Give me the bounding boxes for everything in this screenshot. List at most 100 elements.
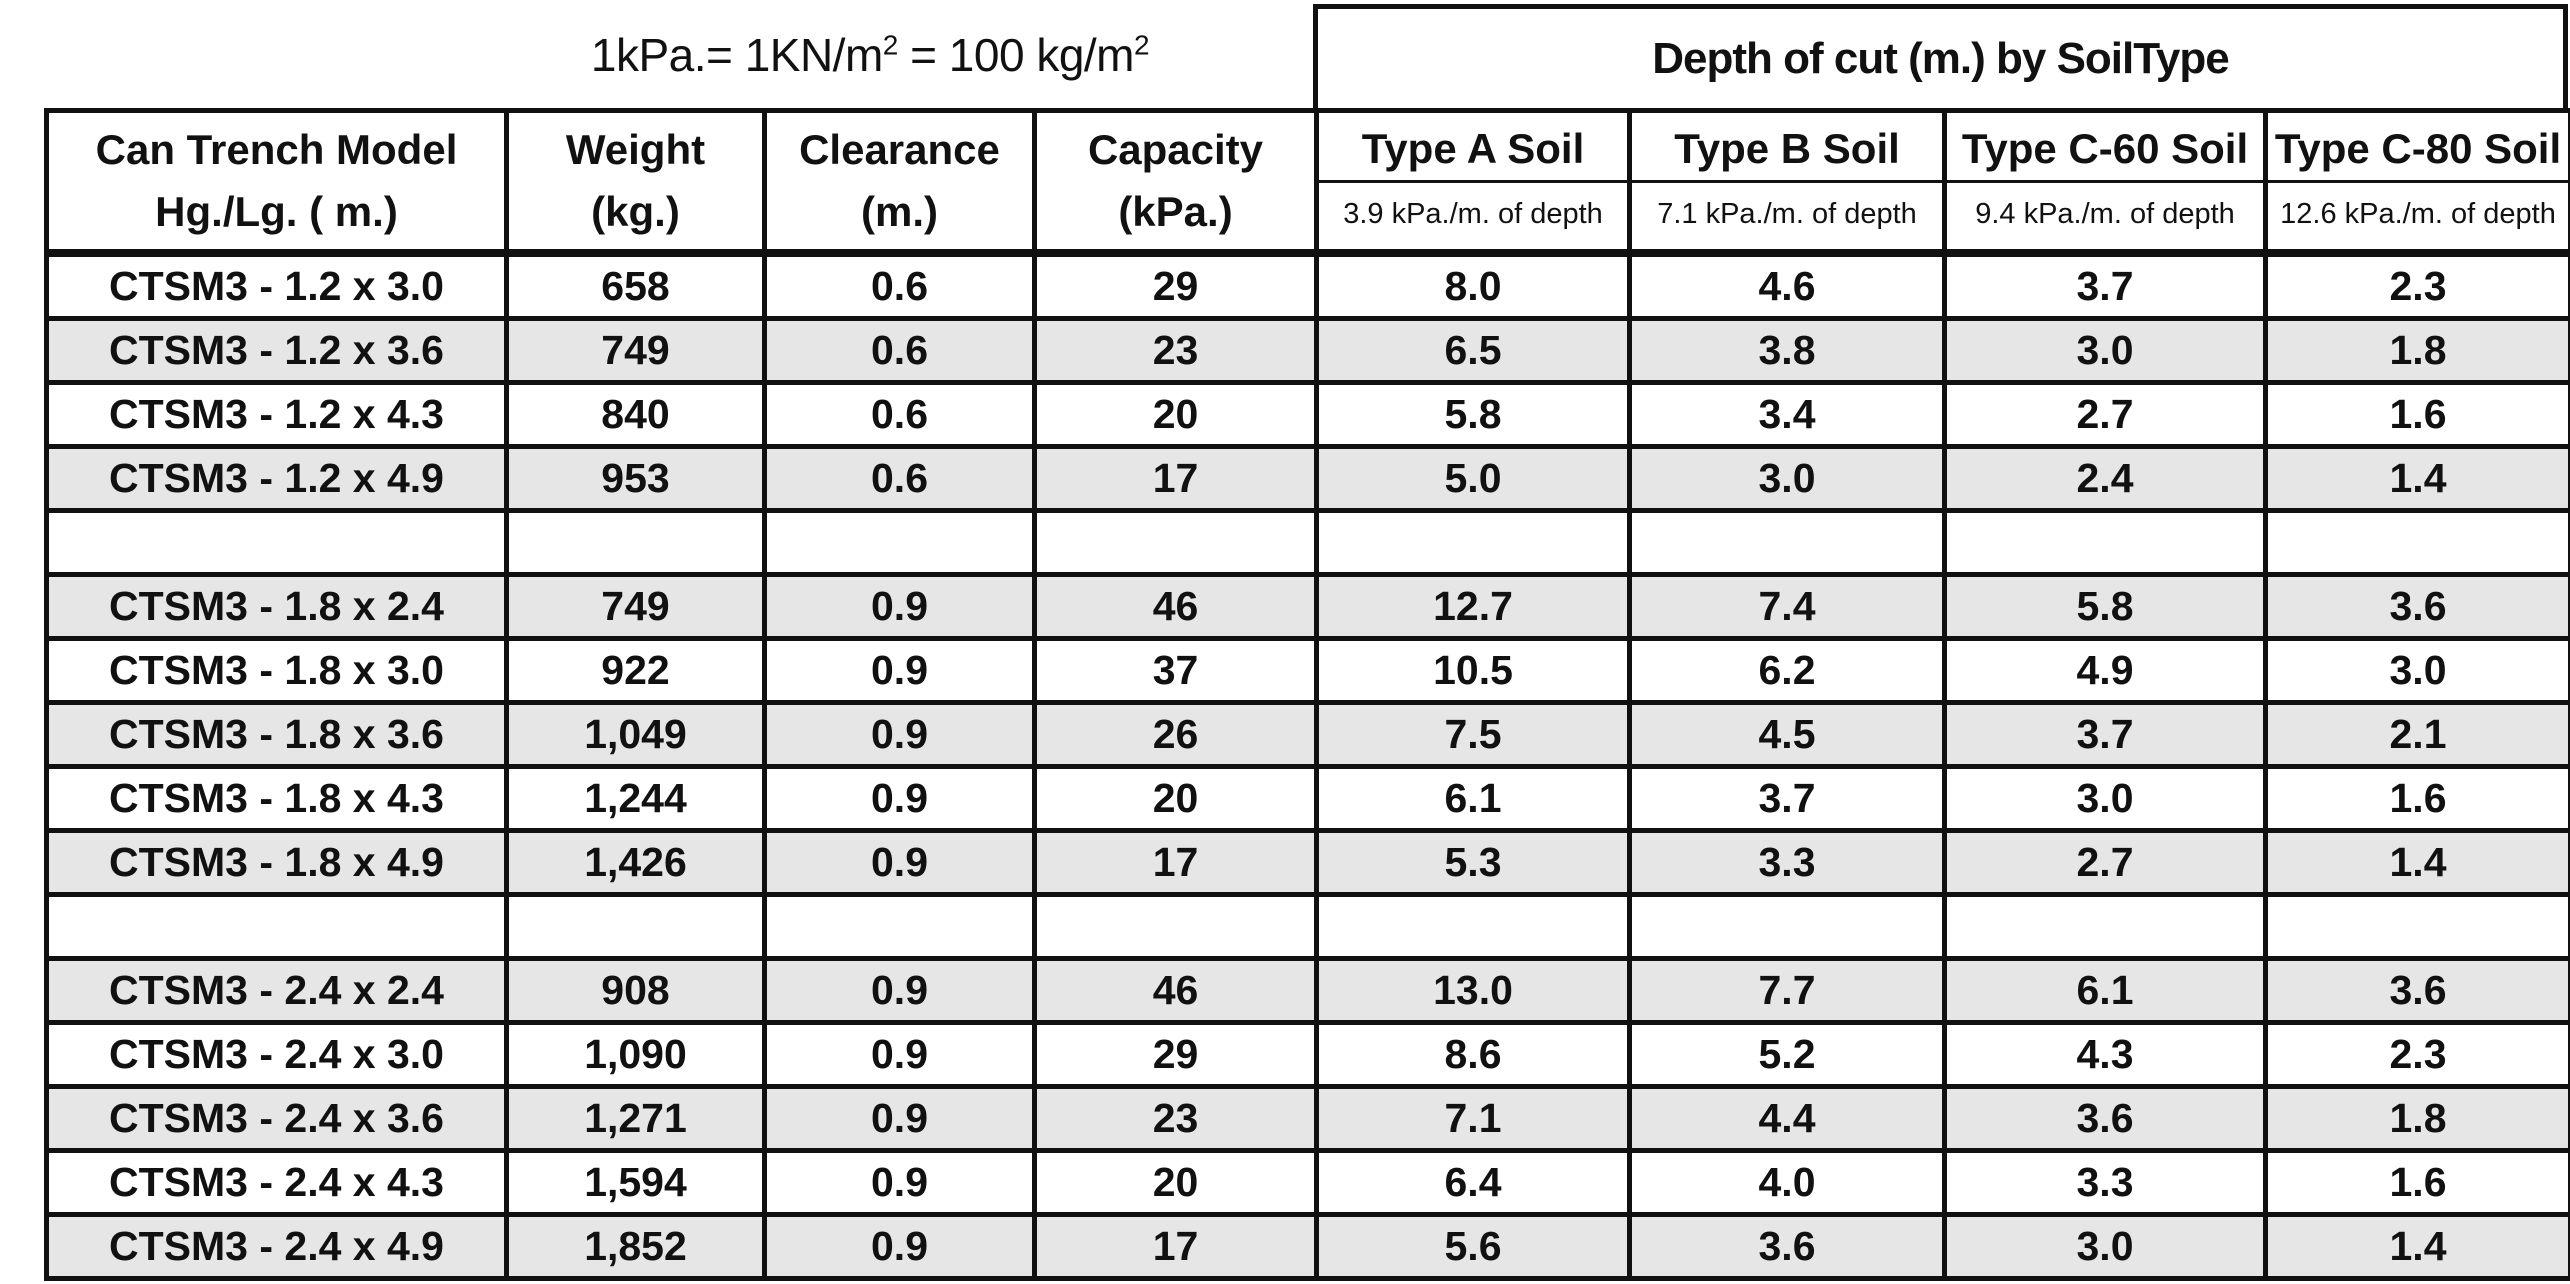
value-cell: 0.9	[762, 1148, 1037, 1217]
column-header: Can Trench Model Hg./Lg. ( m.)	[44, 108, 509, 256]
value-cell: 5.8	[1314, 380, 1632, 449]
spacer-row	[44, 892, 2570, 961]
value-cell: 7.1	[1314, 1084, 1632, 1153]
table-row: CTSM3 - 2.4 x 3.6 1,271 0.9 23 7.1 4.4 3.6 1.8	[44, 1084, 2570, 1153]
empty-cell	[1942, 892, 2268, 961]
value-cell: 3.3	[1627, 828, 1947, 897]
value-cell: 1,271	[504, 1084, 767, 1153]
value-cell: 3.7	[1942, 700, 2268, 769]
value-cell: 6.4	[1314, 1148, 1632, 1217]
model-cell: CTSM3 - 2.4 x 3.6	[44, 1084, 509, 1153]
column-header-unit: (m.)	[861, 188, 938, 235]
table-row: CTSM3 - 2.4 x 3.0 1,090 0.9 29 8.6 5.2 4.3 2.3	[44, 1020, 2570, 1089]
value-cell: 922	[504, 636, 767, 705]
model-cell: CTSM3 - 1.8 x 2.4	[44, 572, 509, 641]
value-cell: 23	[1032, 316, 1319, 385]
value-cell: 7.5	[1314, 700, 1632, 769]
value-cell: 1,049	[504, 700, 767, 769]
table-row: CTSM3 - 1.2 x 3.0 658 0.6 29 8.0 4.6 3.7 2.3	[44, 250, 2570, 321]
column-header: Type B Soil 7.1 kPa./m. of depth	[1627, 108, 1947, 256]
value-cell: 1.4	[2263, 444, 2570, 513]
value-cell: 17	[1032, 444, 1319, 513]
value-cell: 1,244	[504, 764, 767, 833]
value-cell: 3.8	[1627, 316, 1947, 385]
value-cell: 0.9	[762, 828, 1037, 897]
value-cell: 749	[504, 572, 767, 641]
model-cell: CTSM3 - 1.2 x 3.6	[44, 316, 509, 385]
value-cell: 6.2	[1627, 636, 1947, 705]
value-cell: 749	[504, 316, 767, 385]
column-header: Weight (kg.)	[504, 108, 767, 256]
value-cell: 1,090	[504, 1020, 767, 1089]
value-cell: 0.9	[762, 700, 1037, 769]
value-cell: 0.9	[762, 1020, 1037, 1089]
column-header-title: Capacity	[1087, 126, 1264, 173]
value-cell: 3.0	[1942, 1212, 2268, 1281]
value-cell: 5.2	[1627, 1020, 1947, 1089]
value-cell: 17	[1032, 1212, 1319, 1281]
value-cell: 1.8	[2263, 1084, 2570, 1153]
model-cell: CTSM3 - 1.8 x 3.6	[44, 700, 509, 769]
empty-cell	[1627, 508, 1947, 577]
value-cell: 5.0	[1314, 444, 1632, 513]
value-cell: 0.9	[762, 764, 1037, 833]
value-cell: 29	[1032, 1020, 1319, 1089]
model-cell: CTSM3 - 2.4 x 4.9	[44, 1212, 509, 1281]
value-cell: 0.9	[762, 636, 1037, 705]
value-cell: 4.6	[1627, 250, 1947, 321]
value-cell: 2.3	[2263, 250, 2570, 321]
value-cell: 3.4	[1627, 380, 1947, 449]
column-header-title: Type B Soil	[1674, 124, 1900, 172]
value-cell: 0.9	[762, 572, 1037, 641]
value-cell: 0.6	[762, 316, 1037, 385]
empty-cell	[44, 508, 509, 577]
column-header-unit: Hg./Lg. ( m.)	[155, 188, 398, 235]
table-row: CTSM3 - 2.4 x 4.9 1,852 0.9 17 5.6 3.6 3.0 1.4	[44, 1212, 2570, 1281]
value-cell: 23	[1032, 1084, 1319, 1153]
value-cell: 0.9	[762, 1212, 1037, 1281]
unit-note-part: 1kPa.= 1KN/m	[590, 29, 883, 81]
column-header-load-note: 3.9 kPa./m. of depth	[1321, 179, 1625, 245]
empty-cell	[44, 892, 509, 961]
table-row: CTSM3 - 2.4 x 4.3 1,594 0.9 20 6.4 4.0 3.3 1.6	[44, 1148, 2570, 1217]
empty-cell	[1032, 892, 1319, 961]
empty-cell	[762, 508, 1037, 577]
value-cell: 8.0	[1314, 250, 1632, 321]
value-cell: 46	[1032, 572, 1319, 641]
spacer-row	[44, 508, 2570, 577]
value-cell: 0.6	[762, 444, 1037, 513]
value-cell: 3.0	[1942, 764, 2268, 833]
value-cell: 5.3	[1314, 828, 1632, 897]
value-cell: 1.6	[2263, 1148, 2570, 1217]
column-header: Clearance (m.)	[762, 108, 1037, 256]
table-row: CTSM3 - 1.8 x 3.0 922 0.9 37 10.5 6.2 4.9 3.0	[44, 636, 2570, 705]
model-cell: CTSM3 - 1.8 x 3.0	[44, 636, 509, 705]
value-cell: 3.7	[1942, 250, 2268, 321]
value-cell: 2.1	[2263, 700, 2570, 769]
table-header: Can Trench Model Hg./Lg. ( m.) Weight (kg.)…	[44, 108, 2570, 256]
unit-conversion-note: 1kPa.= 1KN/m2 = 100 kg/m2	[560, 28, 1180, 82]
value-cell: 5.6	[1314, 1212, 1632, 1281]
column-header-title: Type A Soil	[1361, 124, 1585, 172]
value-cell: 0.9	[762, 1084, 1037, 1153]
table-row: CTSM3 - 1.2 x 3.6 749 0.6 23 6.5 3.8 3.0 1.8	[44, 316, 2570, 385]
value-cell: 953	[504, 444, 767, 513]
unit-note-part: = 100 kg/m	[897, 29, 1134, 81]
value-cell: 3.0	[1627, 444, 1947, 513]
column-header: Type C-60 Soil 9.4 kPa./m. of depth	[1942, 108, 2268, 256]
value-cell: 37	[1032, 636, 1319, 705]
model-cell: CTSM3 - 2.4 x 3.0	[44, 1020, 509, 1089]
model-cell: CTSM3 - 1.2 x 4.9	[44, 444, 509, 513]
column-header: Type A Soil 3.9 kPa./m. of depth	[1314, 108, 1632, 256]
value-cell: 2.7	[1942, 380, 2268, 449]
value-cell: 3.7	[1627, 764, 1947, 833]
table-body: CTSM3 - 1.2 x 3.0 658 0.6 29 8.0 4.6 3.7 2.3 CTS…	[44, 250, 2570, 1281]
trench-shield-table: Can Trench Model Hg./Lg. ( m.) Weight (kg.)…	[44, 108, 2570, 1281]
column-header-unit: (kPa.)	[1118, 188, 1233, 235]
column-header: Capacity (kPa.)	[1032, 108, 1319, 256]
column-header-title: Can Trench Model	[95, 126, 458, 173]
value-cell: 3.3	[1942, 1148, 2268, 1217]
value-cell: 3.6	[1942, 1084, 2268, 1153]
column-header-load-note: 12.6 kPa./m. of depth	[2270, 179, 2566, 245]
table-row: CTSM3 - 1.8 x 4.9 1,426 0.9 17 5.3 3.3 2.7 1.4	[44, 828, 2570, 897]
